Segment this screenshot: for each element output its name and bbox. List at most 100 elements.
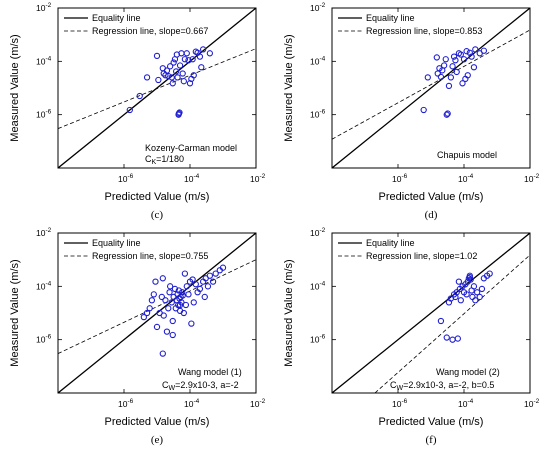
- regression-line: [332, 29, 530, 140]
- panel-d: 10-6 10-6 10-4 10-4 10-2 10-2 Predicted Value …: [283, 2, 540, 221]
- data-point: [206, 50, 214, 57]
- data-point: [169, 331, 176, 339]
- plot-frame: [57, 7, 257, 169]
- data-point: [181, 270, 189, 277]
- data-point: [179, 70, 186, 77]
- legend-equality-label: Equality line: [366, 238, 415, 248]
- data-point: [440, 62, 448, 69]
- data-point: [463, 48, 470, 55]
- data-point: [206, 272, 214, 279]
- data-point: [433, 54, 440, 61]
- data-point: [183, 50, 190, 57]
- x-tick-label: 10-2: [250, 173, 266, 184]
- data-point: [176, 62, 184, 69]
- data-point: [459, 80, 466, 87]
- data-point: [450, 53, 458, 60]
- legend-regression-label: Regression line, slope=0.853: [366, 26, 482, 36]
- data-point: [162, 297, 169, 304]
- data-point: [443, 111, 450, 118]
- y-tick-label: 10-6: [36, 109, 52, 120]
- data-point: [449, 336, 456, 343]
- data-point: [196, 285, 204, 293]
- y-tick-label: 10-4: [36, 55, 52, 66]
- data-point: [183, 283, 190, 290]
- x-tick-label: 10-4: [458, 398, 474, 409]
- model-parameters: CW=2.9x10-3, a=-2, b=0.5: [390, 380, 494, 392]
- data-point: [452, 57, 459, 64]
- regression-line: [374, 254, 530, 393]
- y-tick-label: 10-2: [36, 227, 52, 238]
- data-point: [188, 320, 195, 327]
- data-point: [143, 309, 151, 317]
- data-point: [166, 63, 174, 70]
- data-point: [180, 309, 187, 317]
- data-point: [148, 297, 156, 304]
- data-point: [160, 312, 167, 319]
- data-point: [464, 72, 471, 79]
- y-axis-title: Measured Value (m/s): [283, 259, 295, 366]
- data-point: [478, 285, 486, 293]
- data-point: [153, 52, 161, 60]
- data-point: [445, 82, 453, 90]
- data-point: [179, 289, 186, 296]
- y-tick-label: 10-6: [36, 334, 52, 345]
- data-point: [153, 323, 161, 331]
- data-point: [172, 68, 180, 75]
- data-point: [169, 80, 176, 87]
- plot-frame: [331, 232, 531, 394]
- y-tick-label: 10-6: [310, 334, 326, 345]
- data-point: [126, 106, 133, 114]
- x-tick-label: 10-4: [184, 398, 200, 409]
- model-annotation: Wang model (1) CW=2.9x10-3, a=-2: [162, 367, 242, 392]
- data-point: [196, 53, 204, 60]
- model-annotation: Wang model (2) CW=2.9x10-3, a=-2, b=0.5: [390, 367, 500, 392]
- data-point: [476, 293, 483, 301]
- regression-line: [58, 259, 256, 354]
- data-point: [442, 56, 449, 63]
- data-point: [163, 67, 171, 74]
- data-point: [168, 299, 175, 306]
- panel-e: 10-6 10-6 10-4 10-4 10-2 10-2 Predicted Value …: [9, 227, 266, 446]
- data-point: [136, 92, 143, 100]
- data-point: [470, 64, 478, 71]
- data-point: [201, 293, 208, 301]
- x-axis-title: Predicted Value (m/s): [379, 191, 484, 203]
- model-annotation: Chapuis model: [437, 150, 497, 160]
- data-point: [199, 46, 207, 53]
- y-axis-title: Measured Value (m/s): [283, 34, 295, 141]
- data-point: [180, 78, 187, 85]
- model-name: Wang model (1): [178, 367, 242, 377]
- data-point: [472, 46, 479, 53]
- data-point: [181, 56, 189, 63]
- data-point: [185, 291, 192, 298]
- y-tick-label: 10-2: [36, 2, 52, 13]
- legend-regression-label: Regression line, slope=0.667: [92, 26, 208, 36]
- data-point: [171, 285, 179, 293]
- data-point: [175, 287, 183, 294]
- data-point: [457, 297, 464, 304]
- y-tick-label: 10-2: [310, 2, 326, 13]
- legend: Equality line Regression line, slope=0.66…: [64, 13, 208, 36]
- data-point: [182, 301, 190, 309]
- x-tick-label: 10-6: [118, 398, 134, 409]
- y-tick-label: 10-4: [310, 280, 326, 291]
- model-parameters: CW=2.9x10-3, a=-2: [162, 380, 239, 392]
- y-tick-label: 10-4: [310, 55, 326, 66]
- data-point: [158, 293, 165, 301]
- data-point: [470, 283, 478, 290]
- data-point: [463, 291, 470, 298]
- legend: Equality line Regression line, slope=0.85…: [338, 13, 482, 36]
- data-point: [159, 275, 166, 282]
- legend-equality-label: Equality line: [92, 13, 141, 23]
- legend-equality-label: Equality line: [366, 13, 415, 23]
- data-point: [190, 299, 197, 306]
- data-point: [472, 297, 479, 304]
- data-point: [453, 68, 460, 76]
- model-name: Chapuis model: [437, 150, 497, 160]
- data-point: [437, 73, 445, 81]
- legend: Equality line Regression line, slope=1.02: [338, 238, 477, 261]
- data-point: [437, 317, 445, 325]
- x-axis-title: Predicted Value (m/s): [105, 191, 210, 203]
- panel-c: 10-6 10-6 10-4 10-4 10-2 10-2 Predicted Value …: [9, 2, 266, 221]
- data-point: [453, 289, 460, 296]
